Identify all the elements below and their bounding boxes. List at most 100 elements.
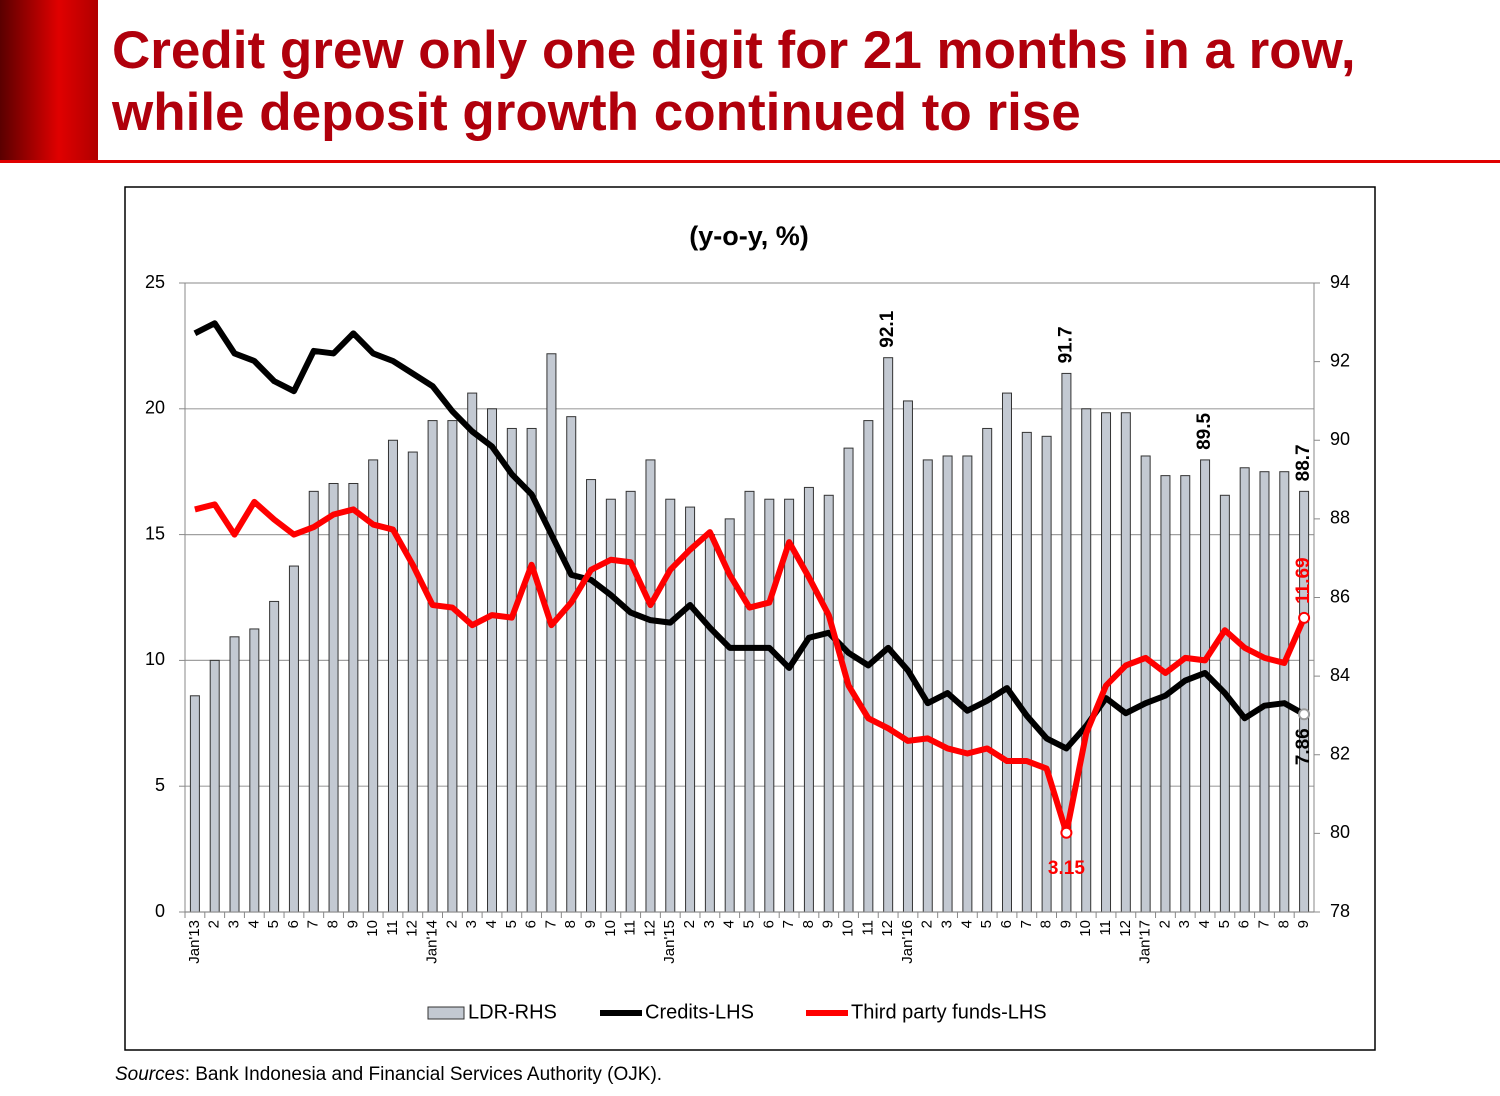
x-tick-label: 9 xyxy=(1057,920,1074,928)
bar xyxy=(982,427,993,913)
bar xyxy=(942,455,953,913)
x-tick-label: 5 xyxy=(503,920,520,928)
title-rule xyxy=(0,160,1500,163)
x-tick-label: 6 xyxy=(1236,920,1253,928)
x-tick-label: 6 xyxy=(285,920,302,928)
x-tick-label: 2 xyxy=(443,920,460,928)
bar xyxy=(1279,471,1290,913)
x-tick-label: 10 xyxy=(1077,920,1094,937)
bar xyxy=(1140,455,1151,913)
x-tick-label: 12 xyxy=(404,920,421,937)
bar xyxy=(823,494,834,913)
y2-tick-label: 82 xyxy=(1330,744,1350,764)
legend-label: LDR-RHS xyxy=(468,1001,557,1023)
x-tick-label: 6 xyxy=(760,920,777,928)
x-tick-label: 3 xyxy=(701,920,718,928)
bar xyxy=(645,459,656,913)
y2-tick-label: 86 xyxy=(1330,586,1350,606)
x-tick-label: 6 xyxy=(998,920,1015,928)
bar xyxy=(506,427,517,913)
bar xyxy=(764,498,775,913)
x-tick-label: 2 xyxy=(681,920,698,928)
x-tick-label: Jan'14 xyxy=(424,920,441,964)
bar xyxy=(387,439,398,913)
x-tick-label: 3 xyxy=(463,920,480,928)
bar xyxy=(189,695,200,913)
x-tick-label: 10 xyxy=(602,920,619,937)
bar xyxy=(407,451,418,913)
x-tick-label: 11 xyxy=(1097,920,1114,936)
x-tick-label: 7 xyxy=(1255,920,1272,928)
y-tick-label: 15 xyxy=(145,523,165,543)
bar-value-label: 89.5 xyxy=(1194,412,1215,449)
chart-title: (y-o-y, %) xyxy=(689,221,809,251)
bar xyxy=(962,455,973,913)
x-tick-label: 12 xyxy=(641,920,658,937)
line-value-label: 7.86 xyxy=(1293,728,1314,765)
point-marker xyxy=(1060,826,1073,839)
x-tick-label: 3 xyxy=(225,920,242,928)
x-tick-label: 8 xyxy=(1275,920,1292,928)
bar xyxy=(902,400,913,913)
line-value-label: 11.69 xyxy=(1293,557,1314,604)
x-tick-label: 4 xyxy=(1196,920,1213,928)
source-text: : Bank Indonesia and Financial Services … xyxy=(184,1064,663,1085)
x-tick-label: 7 xyxy=(780,920,797,928)
bar xyxy=(566,416,577,913)
x-tick-label: 7 xyxy=(305,920,322,928)
x-tick-label: 10 xyxy=(364,920,381,937)
x-tick-label: 2 xyxy=(1156,920,1173,928)
x-tick-label: 10 xyxy=(840,920,857,937)
bar xyxy=(209,659,220,913)
y-tick-label: 0 xyxy=(155,901,165,921)
x-tick-label: 8 xyxy=(325,920,342,928)
bar-value-label: 88.7 xyxy=(1293,444,1314,481)
y-tick-label: 10 xyxy=(145,649,165,669)
legend-label: Third party funds-LHS xyxy=(851,1001,1047,1023)
x-tick-label: 9 xyxy=(1295,920,1312,928)
line-value-label: 3.15 xyxy=(1048,858,1085,879)
bar xyxy=(308,490,319,913)
bar xyxy=(1081,408,1092,913)
bar xyxy=(586,479,597,913)
x-tick-label: 9 xyxy=(344,920,361,928)
y2-tick-label: 92 xyxy=(1330,350,1350,370)
x-tick-label: 5 xyxy=(265,920,282,928)
bar xyxy=(883,357,894,913)
x-tick-label: 11 xyxy=(622,920,639,936)
source: Sources: Bank Indonesia and Financial Se… xyxy=(115,1064,662,1086)
point-marker xyxy=(1298,708,1311,721)
bar xyxy=(348,482,359,913)
y2-tick-label: 78 xyxy=(1330,901,1350,921)
x-tick-label: 8 xyxy=(800,920,817,928)
bar xyxy=(1299,490,1310,913)
x-tick-label: 12 xyxy=(1117,920,1134,937)
bar xyxy=(269,600,280,913)
y2-tick-label: 94 xyxy=(1330,272,1350,292)
bar xyxy=(487,408,498,913)
line xyxy=(194,498,1307,836)
bar-value-label: 92.1 xyxy=(877,310,898,347)
x-tick-label: 9 xyxy=(582,920,599,928)
y2-tick-label: 90 xyxy=(1330,429,1350,449)
bar xyxy=(1021,431,1032,913)
bar xyxy=(447,420,458,913)
bar xyxy=(1200,459,1211,913)
x-tick-label: 11 xyxy=(859,920,876,936)
y2-tick-label: 84 xyxy=(1330,665,1350,685)
x-tick-label: 2 xyxy=(919,920,936,928)
bar xyxy=(427,420,438,913)
x-tick-label: Jan'15 xyxy=(661,920,678,964)
bar xyxy=(1180,475,1191,913)
x-tick-label: 12 xyxy=(879,920,896,937)
bar xyxy=(803,486,814,913)
bar xyxy=(249,628,260,913)
bar xyxy=(744,490,755,913)
x-tick-label: 11 xyxy=(384,920,401,936)
x-tick-label: Jan'17 xyxy=(1137,920,1154,964)
y2-tick-label: 80 xyxy=(1330,822,1350,842)
bar xyxy=(328,482,339,913)
bar xyxy=(704,534,715,913)
x-tick-label: 6 xyxy=(523,920,540,928)
